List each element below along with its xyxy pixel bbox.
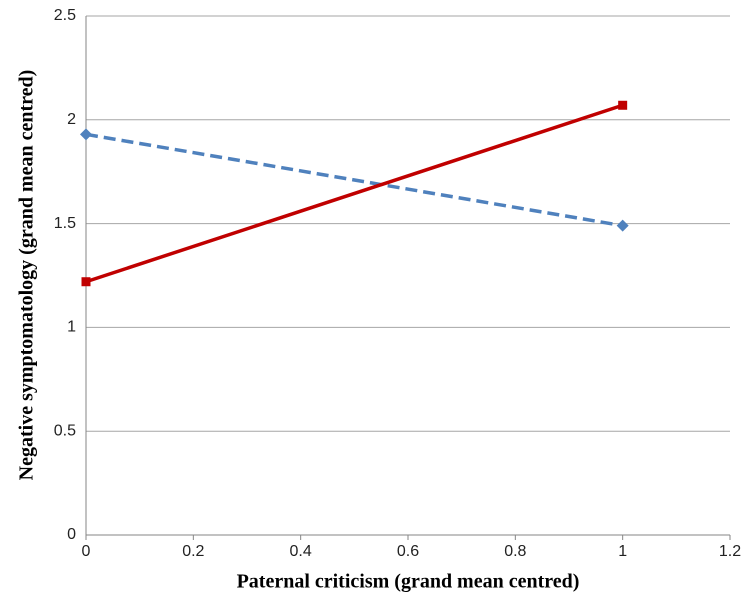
- x-tick-label: 1.2: [719, 543, 741, 560]
- x-tick-label: 0: [82, 543, 91, 560]
- x-tick-label: 1: [618, 543, 627, 560]
- series-line: [85, 103, 624, 284]
- y-tick-label: 0: [67, 526, 76, 543]
- x-tick-label: 0.6: [397, 543, 419, 560]
- y-tick-label: 2: [67, 111, 76, 128]
- x-axis-title: Paternal criticism (grand mean centred): [237, 571, 580, 593]
- x-tick-label: 0.8: [504, 543, 526, 560]
- point-marker: [80, 128, 92, 141]
- point-marker: [618, 100, 628, 110]
- y-tick-label: 1: [67, 319, 76, 336]
- point-marker: [616, 219, 629, 232]
- y-tick-label: 1.5: [54, 215, 76, 232]
- x-tick-label: 0.4: [290, 543, 312, 560]
- x-tick-label: 0.2: [182, 543, 204, 560]
- y-tick-label: 0.5: [54, 422, 76, 439]
- y-tick-label: 2.5: [54, 7, 76, 24]
- point-marker: [81, 277, 91, 287]
- series-line: [85, 132, 623, 228]
- y-axis-title: Negative symptomatology (grand mean cent…: [16, 70, 38, 481]
